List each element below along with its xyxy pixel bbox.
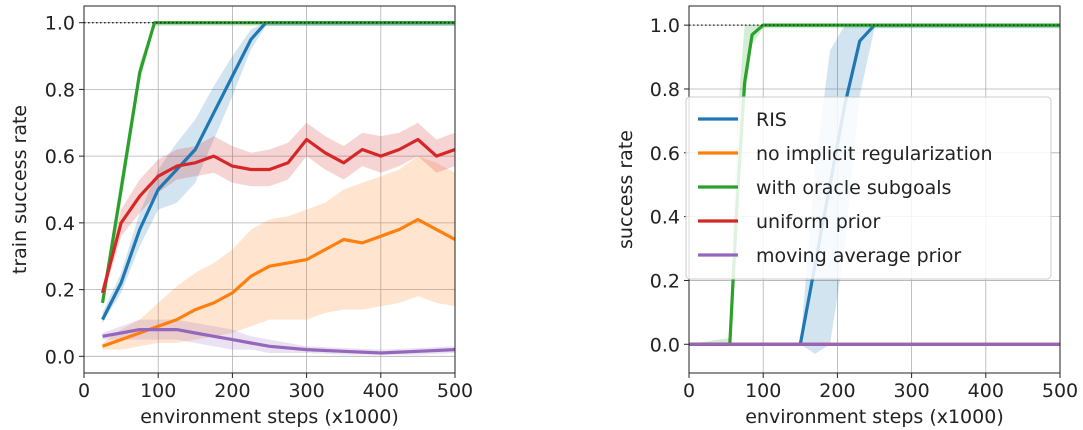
x-tick-label: 200 xyxy=(214,380,250,402)
x-tick-label: 300 xyxy=(893,380,929,402)
legend-label: uniform prior xyxy=(756,211,880,233)
chart-panel-2: 0 100 200 300 400 500 0.0 0.2 0.4 0.6 0.8 1.0 enviro… xyxy=(615,5,1078,428)
axes-frame xyxy=(83,5,456,374)
y-tick-label: 0.4 xyxy=(650,207,680,229)
x-tick-label: 400 xyxy=(363,380,399,402)
y-tick-label: 0.2 xyxy=(650,270,680,292)
legend-box xyxy=(685,96,1052,280)
x-tick-label: 0 xyxy=(78,380,90,402)
y-tick-label: 0.6 xyxy=(650,143,680,165)
y-tick-label: 0.0 xyxy=(45,346,75,368)
confidence-band xyxy=(102,156,455,350)
y-axis-label: train success rate xyxy=(9,105,31,274)
y-tick-label: 0.0 xyxy=(650,334,680,356)
y-axis-label: success rate xyxy=(615,130,637,249)
y-tick-label: 1.0 xyxy=(45,13,75,35)
legend-label: moving average prior xyxy=(756,245,961,267)
legend-label: no implicit regularization xyxy=(756,143,993,165)
x-axis-label: environment steps (x1000) xyxy=(745,406,1004,428)
x-tick-label: 100 xyxy=(140,380,176,402)
x-tick-label: 500 xyxy=(437,380,473,402)
x-axis-label: environment steps (x1000) xyxy=(140,406,399,428)
y-tick-label: 1.0 xyxy=(650,15,680,37)
x-tick-label: 100 xyxy=(745,380,781,402)
chart-panel-1: 0 100 200 300 400 500 0.0 0.2 0.4 0.6 0.8 1.0 enviro… xyxy=(9,5,473,428)
confidence-band xyxy=(102,122,455,300)
series-line xyxy=(101,217,455,348)
legend: RIS no implicit regularization with oracle… xyxy=(685,96,1052,280)
series-line xyxy=(102,328,455,355)
y-tick-label: 0.6 xyxy=(45,146,75,168)
x-tick-label: 400 xyxy=(968,380,1004,402)
plot-area xyxy=(100,21,455,355)
y-tick-label: 0.4 xyxy=(45,213,75,235)
confidence-band xyxy=(102,319,455,355)
y-tick-label: 0.8 xyxy=(650,79,680,101)
x-tick-label: 300 xyxy=(288,380,324,402)
legend-label: with oracle subgoals xyxy=(756,177,951,199)
legend-label: RIS xyxy=(756,109,787,131)
x-tick-label: 0 xyxy=(683,380,695,402)
x-tick-label: 500 xyxy=(1042,380,1078,402)
x-tick-label: 200 xyxy=(819,380,855,402)
series-line xyxy=(100,137,455,294)
y-tick-label: 0.8 xyxy=(45,79,75,101)
y-tick-label: 0.2 xyxy=(45,280,75,302)
